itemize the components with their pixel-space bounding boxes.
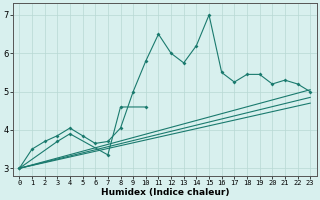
X-axis label: Humidex (Indice chaleur): Humidex (Indice chaleur) <box>100 188 229 197</box>
